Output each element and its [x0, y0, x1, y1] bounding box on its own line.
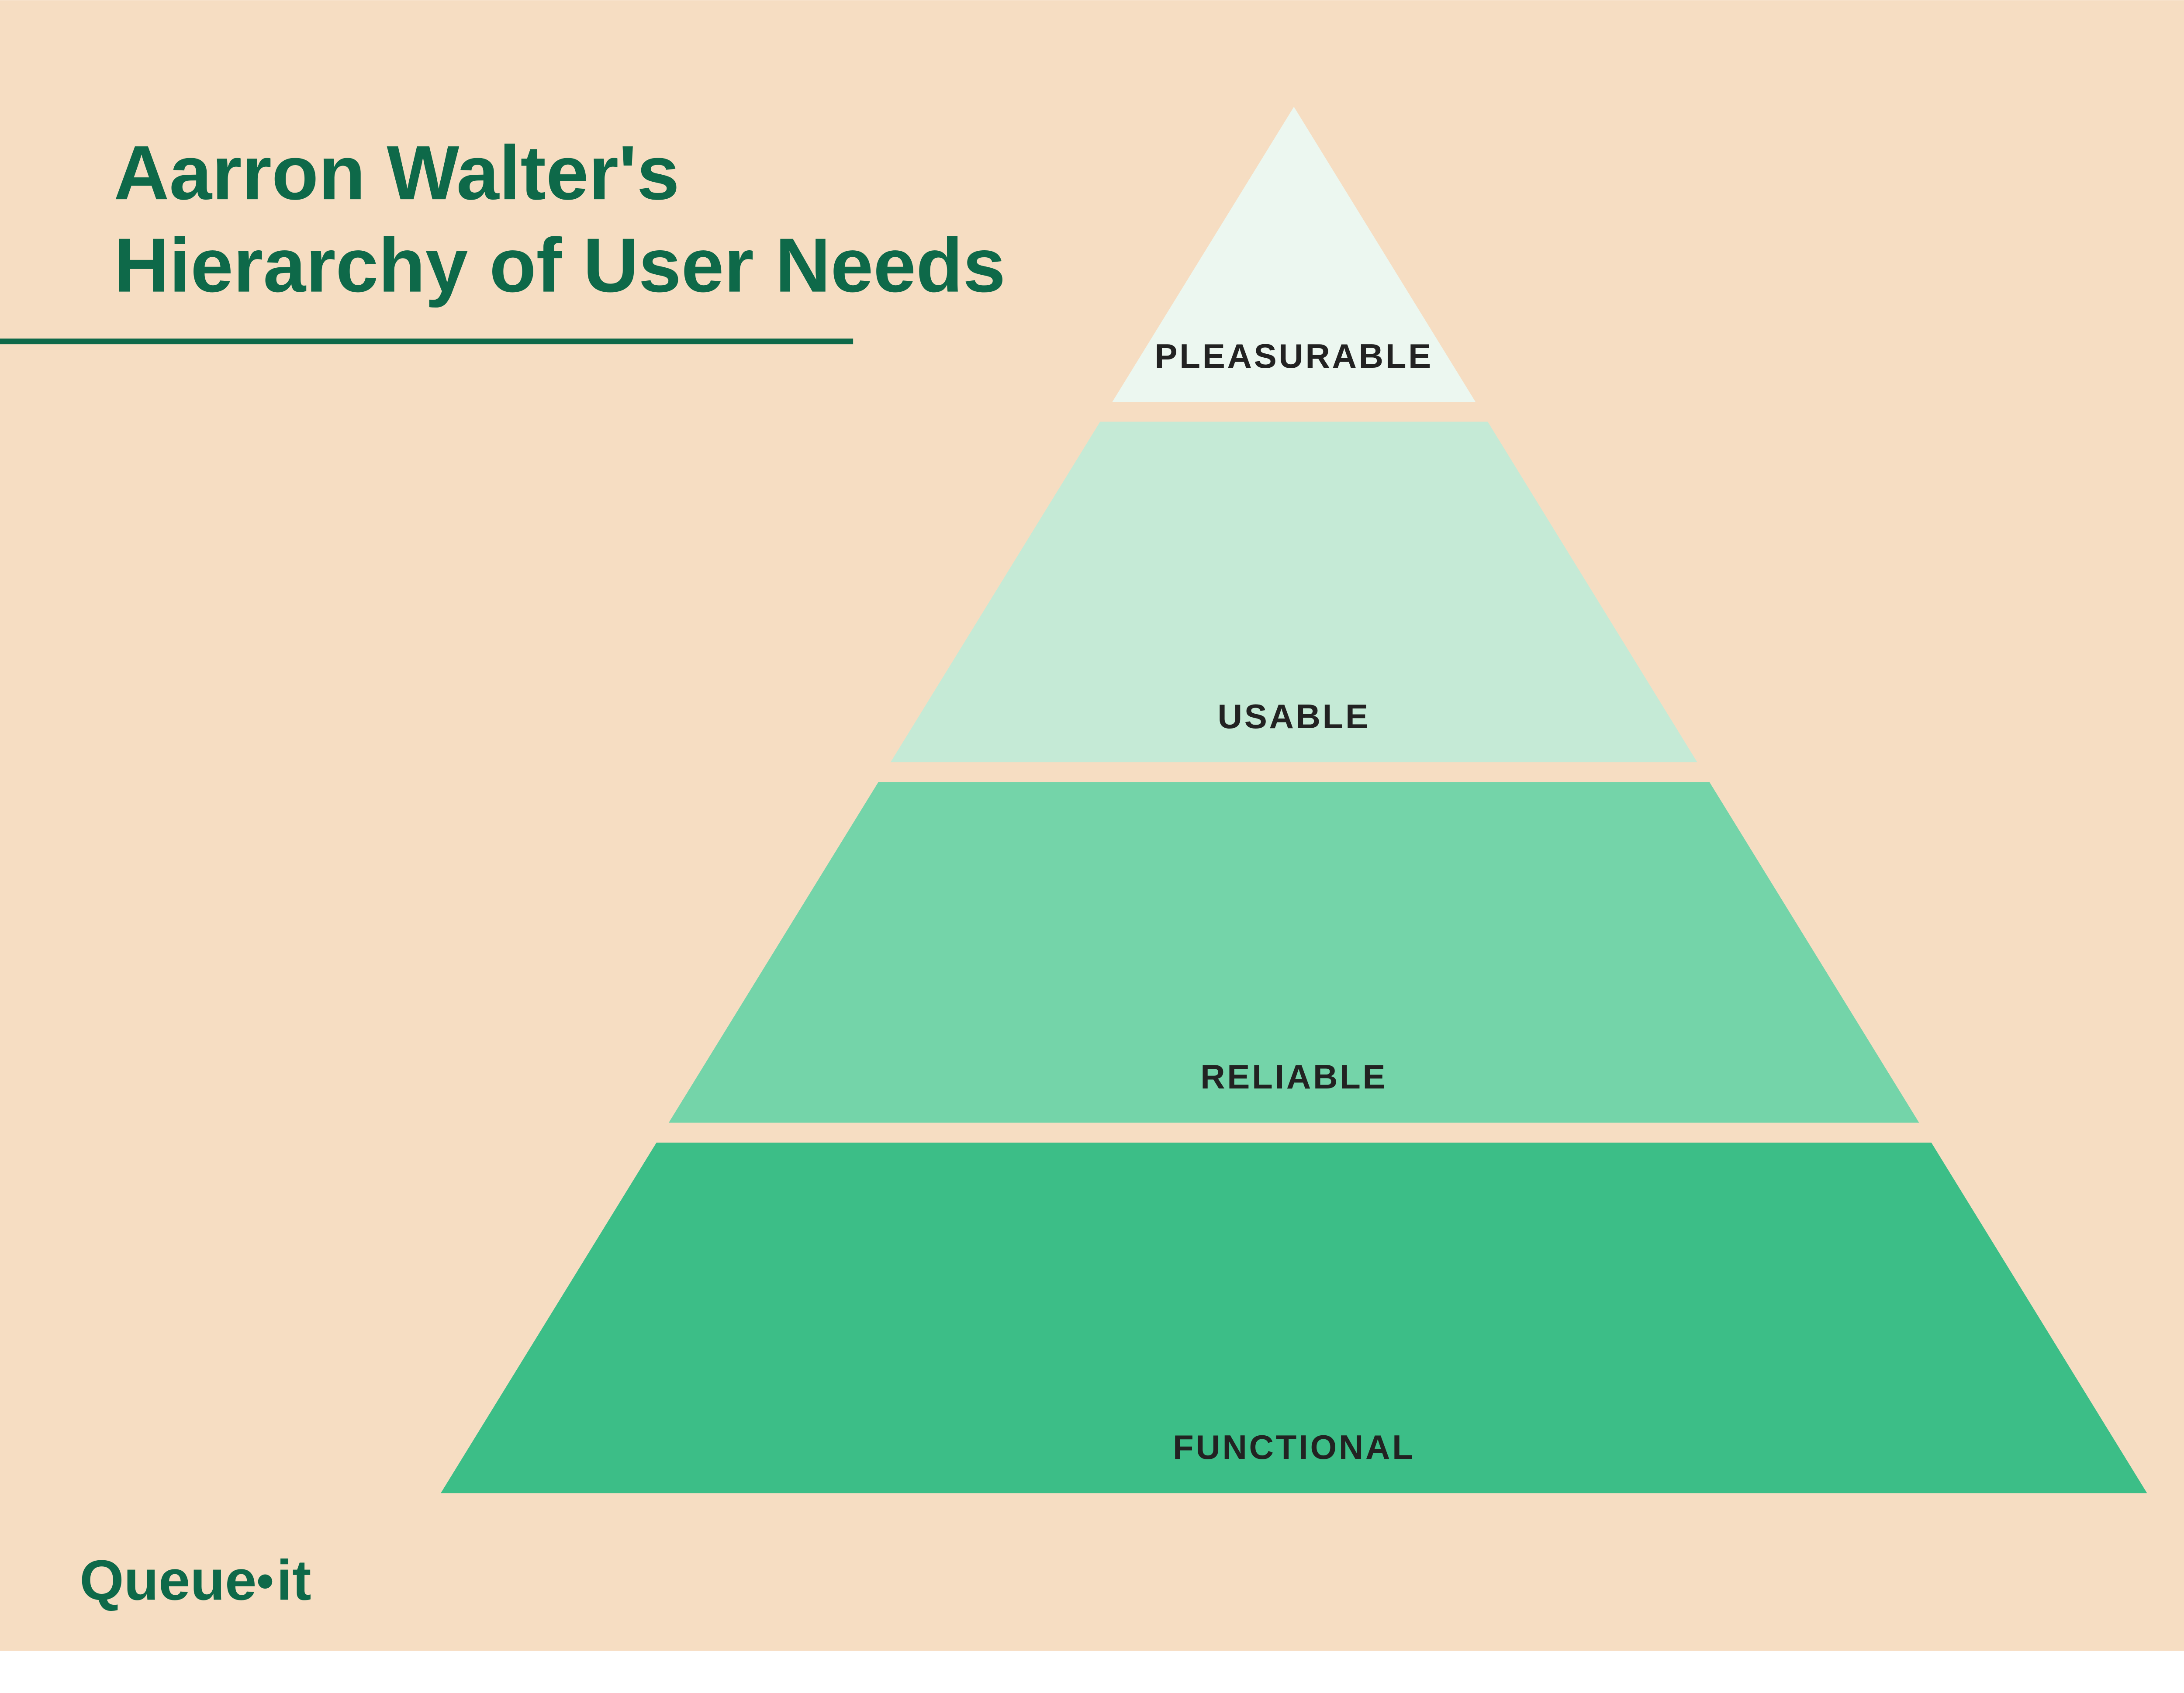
pyramid-level-label: FUNCTIONAL — [1173, 1428, 1415, 1466]
brand-logo: Queue it — [79, 1548, 311, 1612]
page-title-line-2: Hierarchy of User Needs — [114, 223, 1006, 308]
pyramid-level-label: PLEASURABLE — [1155, 337, 1433, 375]
pyramid-level-label: USABLE — [1218, 697, 1370, 736]
infographic-canvas: Aarron Walter's Hierarchy of User Needs … — [0, 0, 2184, 1651]
page-title-line-1: Aarron Walter's — [114, 130, 679, 216]
pyramid-level-label: RELIABLE — [1200, 1057, 1387, 1096]
logo-text-prefix: Queue — [79, 1548, 256, 1612]
logo-text-suffix: it — [276, 1548, 311, 1612]
logo-dot-icon — [258, 1575, 273, 1589]
